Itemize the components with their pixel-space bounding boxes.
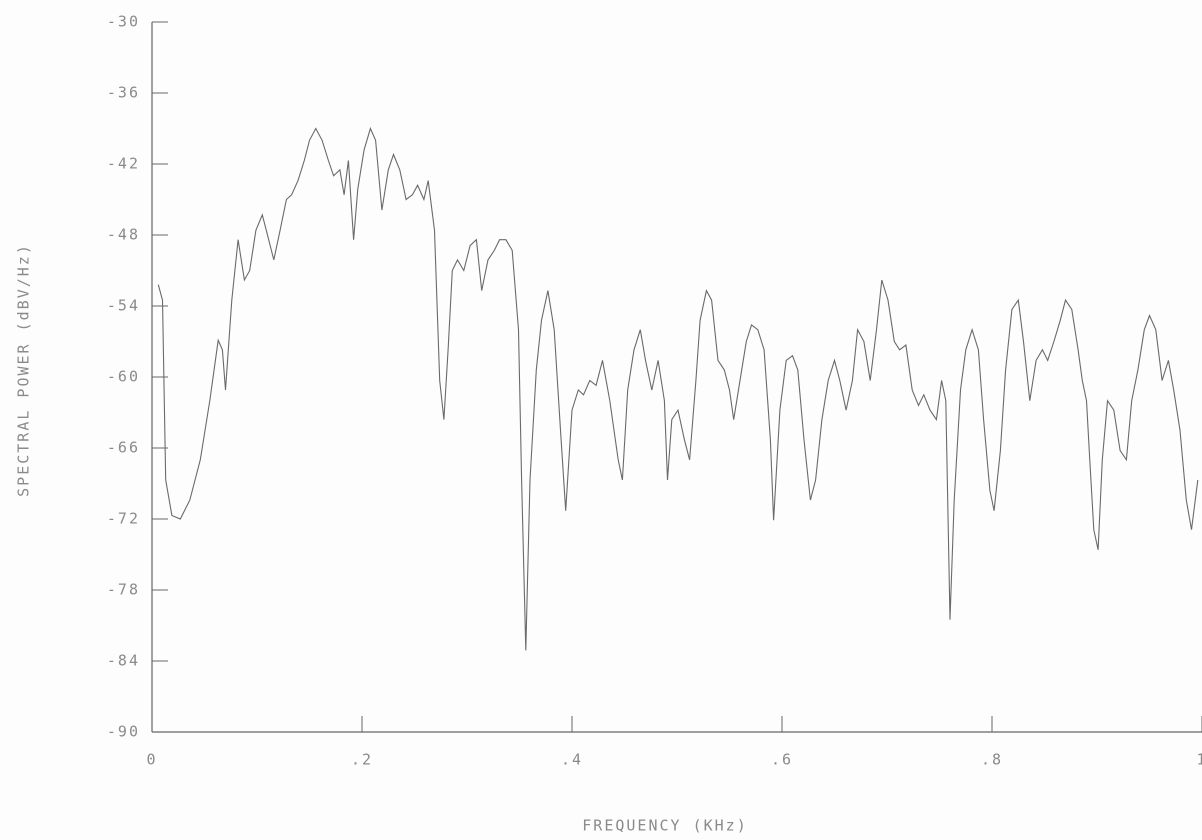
- y-tick-label: -78: [107, 581, 140, 599]
- y-tick-label: -36: [107, 84, 140, 102]
- x-tick-label: .4: [561, 751, 583, 769]
- y-tick-label: -48: [107, 226, 140, 244]
- y-axis-label: SPECTRAL POWER (dBV/Hz): [15, 243, 33, 497]
- y-tick-label: -30: [107, 13, 140, 31]
- y-tick-label: -84: [107, 652, 140, 670]
- y-tick-label: -72: [107, 510, 140, 528]
- y-tick-label: -54: [107, 297, 140, 315]
- x-tick-label: .2: [351, 751, 373, 769]
- x-tick-label: .8: [981, 751, 1003, 769]
- y-tick-label: -90: [107, 723, 140, 741]
- spectrum-line: [157, 126, 1199, 651]
- y-tick-label: -42: [107, 155, 140, 173]
- x-tick-label: .6: [771, 751, 793, 769]
- y-tick-label: -60: [107, 368, 140, 386]
- x-tick-label: 0: [146, 751, 157, 769]
- x-tick-label: 1: [1196, 751, 1202, 769]
- x-axis-label: FREQUENCY (KHz): [582, 817, 747, 835]
- y-tick-label: -66: [107, 439, 140, 457]
